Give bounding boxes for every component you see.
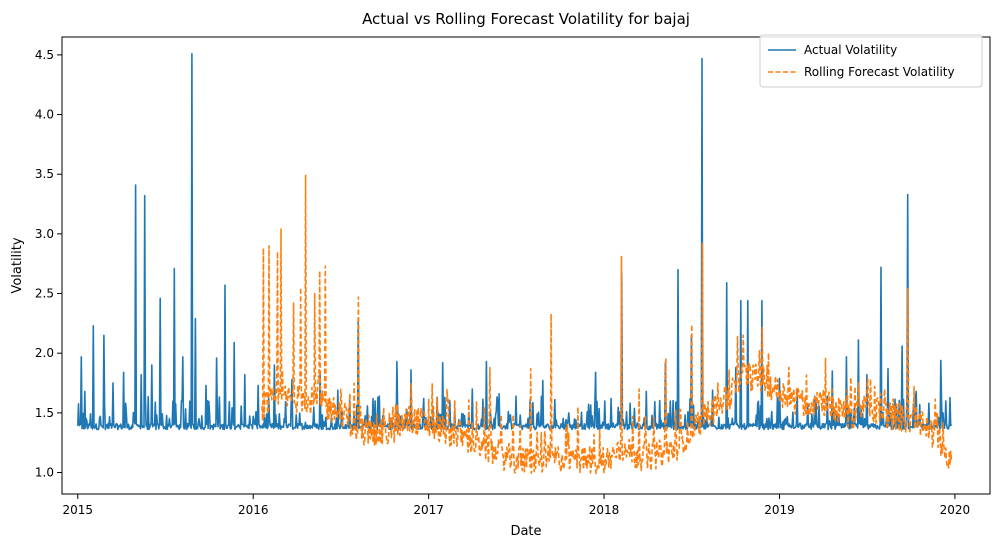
y-axis: 1.0 1.5 2.0 2.5 3.0 3.5 4.0 4.5 [35,48,62,480]
y-tick-label: 4.0 [35,108,54,122]
series-line-rolling-forecast-volatility [261,174,953,475]
y-tick-label: 1.5 [35,406,54,420]
legend-label: Actual Volatility [804,43,897,57]
x-axis: 2015 2016 2017 2018 2019 2020 [63,494,971,517]
x-tick-label: 2017 [413,503,444,517]
legend-label: Rolling Forecast Volatility [804,65,955,79]
series-line-actual-volatility [77,52,953,431]
x-tick-label: 2018 [589,503,620,517]
plot-lines [77,52,953,475]
y-tick-label: 1.0 [35,466,54,480]
chart-title: Actual vs Rolling Forecast Volatility fo… [362,10,690,28]
plot-frame [61,36,991,495]
y-tick-label: 2.5 [35,287,54,301]
legend-box [759,34,983,88]
x-tick-label: 2016 [238,503,269,517]
y-tick-label: 3.5 [35,167,54,181]
y-tick-label: 3.0 [35,227,54,241]
x-tick-label: 2020 [940,503,971,517]
y-tick-label: 2.0 [35,346,54,360]
x-tick-label: 2019 [764,503,795,517]
y-axis-title: Volatility [10,237,25,293]
legend: Actual Volatility Rolling Forecast Volati… [759,34,983,88]
y-tick-label: 4.5 [35,48,54,62]
x-tick-label: 2015 [63,503,94,517]
x-axis-title: Date [510,524,541,539]
